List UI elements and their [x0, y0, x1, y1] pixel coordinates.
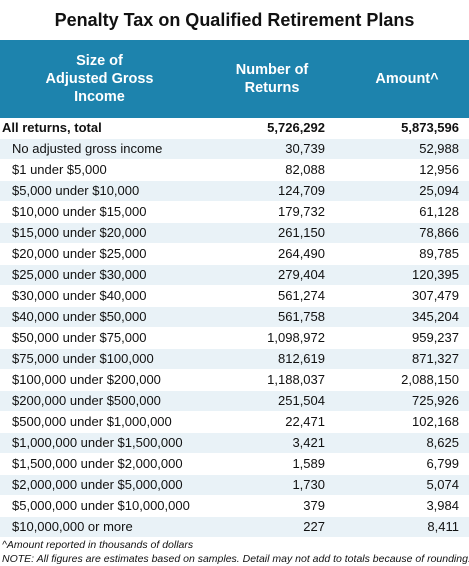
table-row: $200,000 under $500,000 251,504 725,926	[0, 390, 469, 412]
cell-amount: 307,479	[345, 285, 469, 307]
cell-number-of-returns: 22,471	[199, 411, 345, 433]
table-row: $1,000,000 under $1,500,000 3,421 8,625	[0, 432, 469, 454]
table-row: $15,000 under $20,000 261,150 78,866	[0, 222, 469, 244]
cell-agi-size: $75,000 under $100,000	[0, 348, 199, 370]
cell-agi-size: $15,000 under $20,000	[0, 222, 199, 244]
cell-number-of-returns: 264,490	[199, 243, 345, 265]
cell-number-of-returns: 179,732	[199, 201, 345, 223]
cell-number-of-returns: 227	[199, 516, 345, 537]
cell-agi-size: $5,000 under $10,000	[0, 180, 199, 202]
total-row: All returns, total 5,726,292 5,873,596	[0, 118, 469, 139]
table-row: $100,000 under $200,000 1,188,037 2,088,15…	[0, 369, 469, 391]
col-header-agi-line1: Size of	[76, 53, 123, 69]
cell-amount: 3,984	[345, 495, 469, 517]
cell-agi-size: $40,000 under $50,000	[0, 306, 199, 328]
table-row: $40,000 under $50,000 561,758 345,204	[0, 306, 469, 328]
cell-agi-size: $25,000 under $30,000	[0, 264, 199, 286]
cell-agi-size: $10,000,000 or more	[0, 516, 199, 537]
table-title: Penalty Tax on Qualified Retirement Plan…	[54, 10, 415, 30]
cell-amount: 8,411	[345, 516, 469, 537]
table-row: $75,000 under $100,000 812,619 871,327	[0, 348, 469, 370]
table-notes: ^Amount reported in thousands of dollars…	[0, 537, 469, 566]
cell-number-of-returns: 3,421	[199, 432, 345, 454]
cell-agi-size: $100,000 under $200,000	[0, 369, 199, 391]
penalty-tax-table: Size of Adjusted Gross Income Number of …	[0, 40, 469, 537]
cell-amount: 25,094	[345, 180, 469, 202]
cell-number-of-returns: 82,088	[199, 159, 345, 181]
cell-amount: 8,625	[345, 432, 469, 454]
cell-amount: 120,395	[345, 264, 469, 286]
cell-number-of-returns: 124,709	[199, 180, 345, 202]
amount-footnote: ^Amount reported in thousands of dollars	[2, 539, 194, 551]
cell-agi-size: $1 under $5,000	[0, 159, 199, 181]
cell-amount: 959,237	[345, 327, 469, 349]
cell-number-of-returns: 30,739	[199, 138, 345, 160]
cell-number-of-returns: 561,758	[199, 306, 345, 328]
table-row: $1,500,000 under $2,000,000 1,589 6,799	[0, 453, 469, 475]
cell-number-of-returns: 379	[199, 495, 345, 517]
col-header-agi-line3: Income	[74, 89, 125, 105]
cell-amount: 12,956	[345, 159, 469, 181]
col-header-agi-line2: Adjusted Gross	[45, 71, 154, 87]
cell-amount: 102,168	[345, 411, 469, 433]
col-header-returns-line1: Number of	[235, 62, 309, 78]
cell-number-of-returns: 1,098,972	[199, 327, 345, 349]
cell-amount: 61,128	[345, 201, 469, 223]
cell-agi-size: All returns, total	[0, 118, 199, 139]
cell-agi-size: $30,000 under $40,000	[0, 285, 199, 307]
cell-number-of-returns: 1,188,037	[199, 369, 345, 391]
col-header-agi-size: Size of Adjusted Gross Income	[0, 40, 199, 118]
table-row: $500,000 under $1,000,000 22,471 102,168	[0, 411, 469, 433]
cell-amount: 345,204	[345, 306, 469, 328]
cell-number-of-returns: 561,274	[199, 285, 345, 307]
table-row: $50,000 under $75,000 1,098,972 959,237	[0, 327, 469, 349]
cell-amount: 725,926	[345, 390, 469, 412]
cell-number-of-returns: 1,589	[199, 453, 345, 475]
cell-amount: 5,873,596	[345, 118, 469, 139]
table-row: $10,000,000 or more 227 8,411	[0, 516, 469, 537]
cell-number-of-returns: 812,619	[199, 348, 345, 370]
cell-agi-size: $500,000 under $1,000,000	[0, 411, 199, 433]
cell-agi-size: $2,000,000 under $5,000,000	[0, 474, 199, 496]
cell-amount: 52,988	[345, 138, 469, 160]
cell-amount: 2,088,150	[345, 369, 469, 391]
table-row: $10,000 under $15,000 179,732 61,128	[0, 201, 469, 223]
cell-number-of-returns: 5,726,292	[199, 118, 345, 139]
cell-agi-size: $20,000 under $25,000	[0, 243, 199, 265]
table-row: $5,000 under $10,000 124,709 25,094	[0, 180, 469, 202]
col-header-amount: Amount^	[345, 40, 469, 118]
cell-agi-size: $5,000,000 under $10,000,000	[0, 495, 199, 517]
cell-amount: 6,799	[345, 453, 469, 475]
cell-number-of-returns: 279,404	[199, 264, 345, 286]
table-row: $25,000 under $30,000 279,404 120,395	[0, 264, 469, 286]
cell-amount: 5,074	[345, 474, 469, 496]
header-row: Size of Adjusted Gross Income Number of …	[0, 40, 469, 118]
table-row: No adjusted gross income 30,739 52,988	[0, 138, 469, 160]
cell-agi-size: $1,500,000 under $2,000,000	[0, 453, 199, 475]
cell-amount: 871,327	[345, 348, 469, 370]
cell-amount: 89,785	[345, 243, 469, 265]
cell-agi-size: $50,000 under $75,000	[0, 327, 199, 349]
cell-number-of-returns: 261,150	[199, 222, 345, 244]
col-header-returns: Number of Returns	[199, 40, 345, 118]
cell-number-of-returns: 251,504	[199, 390, 345, 412]
cell-number-of-returns: 1,730	[199, 474, 345, 496]
table-row: $5,000,000 under $10,000,000 379 3,984	[0, 495, 469, 517]
table-row: $1 under $5,000 82,088 12,956	[0, 159, 469, 181]
cell-agi-size: No adjusted gross income	[0, 138, 199, 160]
col-header-returns-line2: Returns	[244, 80, 300, 96]
cell-agi-size: $1,000,000 under $1,500,000	[0, 432, 199, 454]
cell-amount: 78,866	[345, 222, 469, 244]
estimate-footnote: NOTE: All figures are estimates based on…	[2, 553, 469, 565]
table-row: $30,000 under $40,000 561,274 307,479	[0, 285, 469, 307]
table-row: $2,000,000 under $5,000,000 1,730 5,074	[0, 474, 469, 496]
cell-agi-size: $10,000 under $15,000	[0, 201, 199, 223]
table-row: $20,000 under $25,000 264,490 89,785	[0, 243, 469, 265]
cell-agi-size: $200,000 under $500,000	[0, 390, 199, 412]
